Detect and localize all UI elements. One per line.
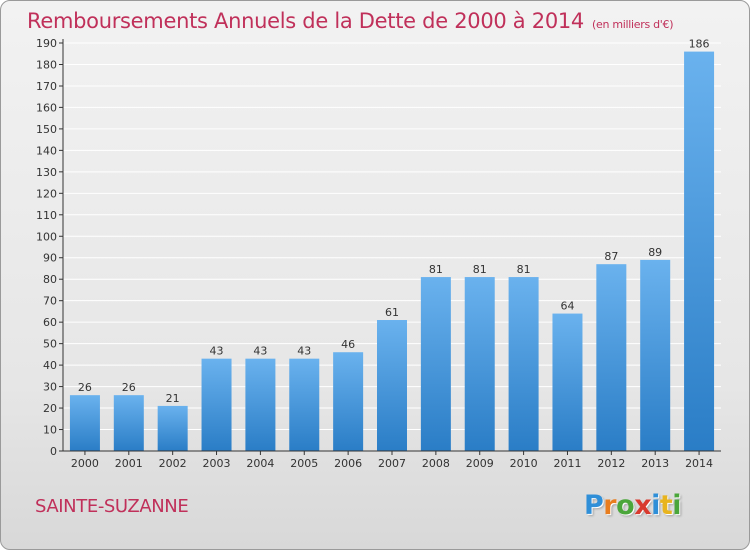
bar (420, 277, 451, 451)
data-label: 87 (604, 250, 618, 263)
logo-letter: t (659, 490, 673, 521)
bar (596, 264, 627, 451)
y-tick-label: 20 (43, 402, 57, 415)
x-tick-label: 2011 (553, 457, 581, 470)
y-tick-label: 50 (43, 338, 57, 351)
x-tick-label: 2000 (71, 457, 99, 470)
data-label: 43 (210, 345, 224, 358)
chart-title: Remboursements Annuels de la Dette de 20… (27, 9, 673, 33)
data-label: 46 (341, 338, 355, 351)
x-tick-label: 2014 (685, 457, 713, 470)
data-label: 26 (78, 381, 92, 394)
x-tick-label: 2006 (334, 457, 362, 470)
y-tick-label: 10 (43, 424, 57, 437)
commune-name: SAINTE-SUZANNE (35, 496, 189, 517)
logo-letter: r (603, 490, 617, 521)
bar (464, 277, 495, 451)
y-tick-label: 140 (36, 144, 57, 157)
x-tick-label: 2013 (641, 457, 669, 470)
chart-subtitle: (en milliers d'€) (592, 18, 674, 31)
y-tick-label: 180 (36, 58, 57, 71)
logo-letter: x (634, 490, 652, 521)
y-tick-label: 80 (43, 273, 57, 286)
data-label: 81 (517, 263, 531, 276)
y-tick-label: 40 (43, 359, 57, 372)
y-tick-label: 70 (43, 295, 57, 308)
logo-letter: o (616, 490, 635, 521)
y-tick-label: 90 (43, 252, 57, 265)
x-tick-label: 2009 (466, 457, 494, 470)
x-tick-label: 2001 (115, 457, 143, 470)
bar (377, 320, 407, 451)
y-tick-label: 100 (36, 230, 57, 243)
y-tick-label: 160 (36, 101, 57, 114)
y-tick-label: 60 (43, 316, 57, 329)
bar (552, 313, 583, 451)
data-label: 186 (689, 38, 710, 51)
bar (289, 358, 320, 451)
y-tick-label: 190 (36, 37, 57, 50)
y-tick-label: 110 (36, 209, 57, 222)
y-tick-label: 120 (36, 187, 57, 200)
bar (245, 358, 276, 451)
logo-letter: P (584, 490, 604, 521)
bar (333, 352, 364, 451)
data-label: 26 (122, 381, 136, 394)
bar (508, 277, 539, 451)
data-label: 64 (560, 300, 574, 313)
bar (113, 395, 144, 451)
bar (201, 358, 232, 451)
x-tick-label: 2004 (246, 457, 274, 470)
x-tick-label: 2012 (597, 457, 625, 470)
chart-title-text: Remboursements Annuels de la Dette de 20… (27, 9, 584, 33)
y-tick-label: 0 (50, 445, 57, 458)
data-label: 81 (429, 263, 443, 276)
y-tick-label: 130 (36, 166, 57, 179)
x-tick-label: 2005 (290, 457, 318, 470)
data-label: 43 (297, 345, 311, 358)
logo-letter: i (672, 490, 682, 521)
bar (684, 51, 715, 451)
data-label: 81 (473, 263, 487, 276)
y-tick-label: 150 (36, 123, 57, 136)
bar (69, 395, 100, 451)
x-tick-label: 2007 (378, 457, 406, 470)
x-tick-label: 2008 (422, 457, 450, 470)
bar (157, 405, 188, 451)
data-label: 89 (648, 246, 662, 259)
logo-letter: i (651, 490, 660, 521)
proxiti-logo: Proxiti (584, 490, 682, 521)
bar (640, 259, 671, 451)
x-tick-label: 2002 (159, 457, 187, 470)
y-tick-label: 170 (36, 80, 57, 93)
x-tick-label: 2010 (510, 457, 538, 470)
y-tick-label: 30 (43, 381, 57, 394)
data-label: 61 (385, 306, 399, 319)
x-tick-label: 2003 (203, 457, 231, 470)
data-label: 21 (166, 392, 180, 405)
data-label: 43 (253, 345, 267, 358)
